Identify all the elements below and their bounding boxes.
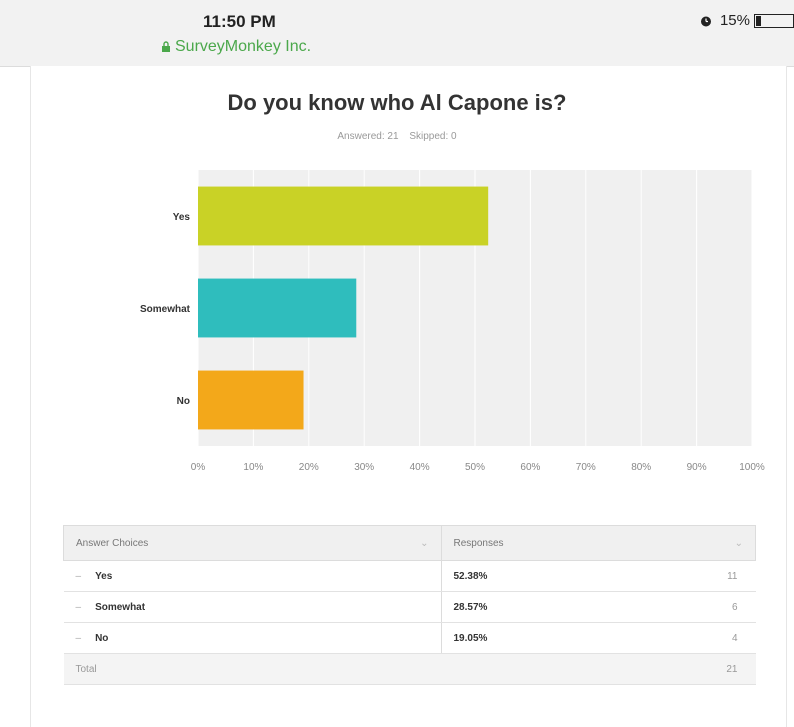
battery-percent: 15% (719, 12, 750, 29)
choice-label: No (95, 632, 109, 644)
category-label: No (177, 396, 190, 407)
total-row: Total 21 (63, 653, 756, 685)
expand-icon[interactable]: – (75, 601, 82, 613)
x-axis-ticks: 0% 10% 20% 30% 40% 50% 60% 70% 80% 90% 100% (191, 462, 765, 473)
category-label: Yes (173, 212, 191, 223)
question-title: Do you know who Al Capone is? (227, 90, 567, 115)
choice-label: Yes (95, 570, 113, 582)
expand-icon[interactable]: – (75, 632, 82, 644)
answered-count: Answered: 21 (337, 131, 399, 142)
response-percent: 19.05% (440, 622, 636, 654)
response-count: 11 (635, 560, 756, 592)
table-header-row: Answer Choices ⌄ Responses ⌄ (63, 525, 756, 561)
response-percent: 52.38% (440, 560, 636, 592)
skipped-count: Skipped: 0 (409, 131, 457, 142)
responses-header[interactable]: Responses ⌄ (440, 525, 756, 561)
x-tick-label: 0% (191, 462, 206, 473)
table-row[interactable]: – Somewhat 28.57% 6 (63, 591, 756, 623)
status-bar: 11:50 PM SurveyMonkey Inc. 15% (0, 0, 794, 67)
choice-label: Somewhat (95, 601, 146, 613)
response-chart: Yes Somewhat No 0% 10% 20% 30% 40% 50% 60% 70% 80%… (140, 170, 765, 473)
x-tick-label: 100% (739, 462, 765, 473)
category-label: Somewhat (140, 304, 191, 315)
x-tick-label: 20% (299, 462, 319, 473)
site-identity[interactable]: SurveyMonkey Inc. (161, 38, 311, 56)
response-count: 6 (635, 591, 756, 623)
alarm-icon (700, 16, 711, 26)
question-stats: Answered: 21 Skipped: 0 (0, 131, 794, 142)
bar-yes[interactable] (198, 186, 489, 246)
total-label: Total (63, 653, 636, 685)
lock-icon (162, 41, 170, 52)
x-tick-label: 80% (631, 462, 651, 473)
bar-no[interactable] (198, 370, 304, 430)
total-count: 21 (635, 653, 756, 685)
status-time: 11:50 PM (203, 12, 276, 31)
x-tick-label: 60% (520, 462, 540, 473)
sort-caret-icon[interactable]: ⌄ (420, 537, 429, 549)
answer-choices-header[interactable]: Answer Choices ⌄ (63, 525, 442, 561)
response-count: 4 (635, 622, 756, 654)
site-name: SurveyMonkey Inc. (175, 38, 312, 55)
x-tick-label: 90% (687, 462, 707, 473)
bars (198, 186, 489, 430)
x-tick-label: 10% (243, 462, 263, 473)
table-row[interactable]: – No 19.05% 4 (63, 622, 756, 654)
response-percent: 28.57% (440, 591, 636, 623)
sort-caret-icon[interactable]: ⌄ (734, 537, 743, 549)
x-tick-label: 50% (465, 462, 485, 473)
expand-icon[interactable]: – (75, 570, 82, 582)
bar-somewhat[interactable] (198, 278, 357, 338)
x-tick-label: 70% (576, 462, 596, 473)
x-tick-label: 30% (354, 462, 374, 473)
results-table: Answer Choices ⌄ Responses ⌄ – Yes 52.38%… (63, 525, 756, 685)
table-row[interactable]: – Yes 52.38% 11 (63, 560, 756, 592)
x-tick-label: 40% (410, 462, 430, 473)
category-labels: Yes Somewhat No (140, 212, 191, 407)
